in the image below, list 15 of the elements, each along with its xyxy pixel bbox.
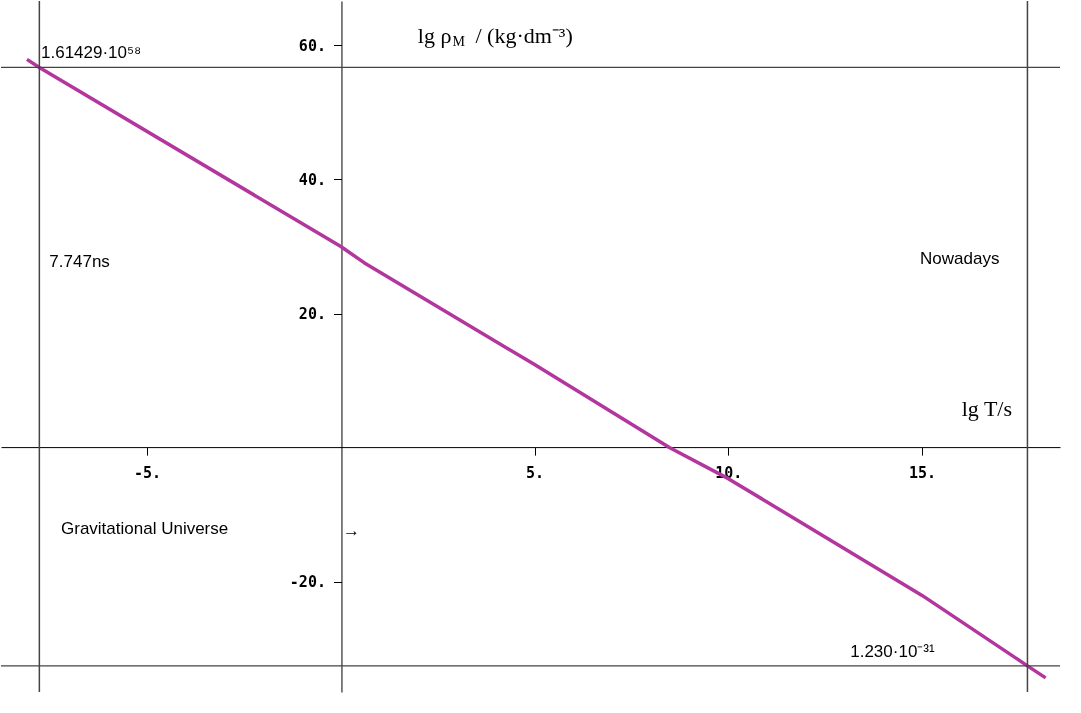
line-series — [25, 57, 1048, 680]
ref-line-label: 1.61429·10⁵⁸ — [41, 43, 142, 63]
x-tick-label: -5. — [134, 463, 162, 482]
y-tick-label: 40. — [298, 170, 326, 189]
annotation: Gravitational Universe — [61, 519, 229, 539]
x-tick-label: 5. — [526, 463, 545, 482]
y-tick-label: 20. — [298, 305, 326, 324]
x-axis-title: lg T/s — [961, 396, 1012, 422]
ref-line-label: 7.747ns — [49, 252, 110, 272]
ref-line-label: 1.230·10⁻³¹ — [850, 641, 936, 661]
ref-line-label: Nowadays — [920, 249, 1000, 269]
y-tick-label: -20. — [289, 573, 326, 592]
x-tick-label: 15. — [909, 463, 937, 482]
y-tick-label: 60. — [298, 36, 326, 55]
annotation: → — [342, 521, 360, 541]
